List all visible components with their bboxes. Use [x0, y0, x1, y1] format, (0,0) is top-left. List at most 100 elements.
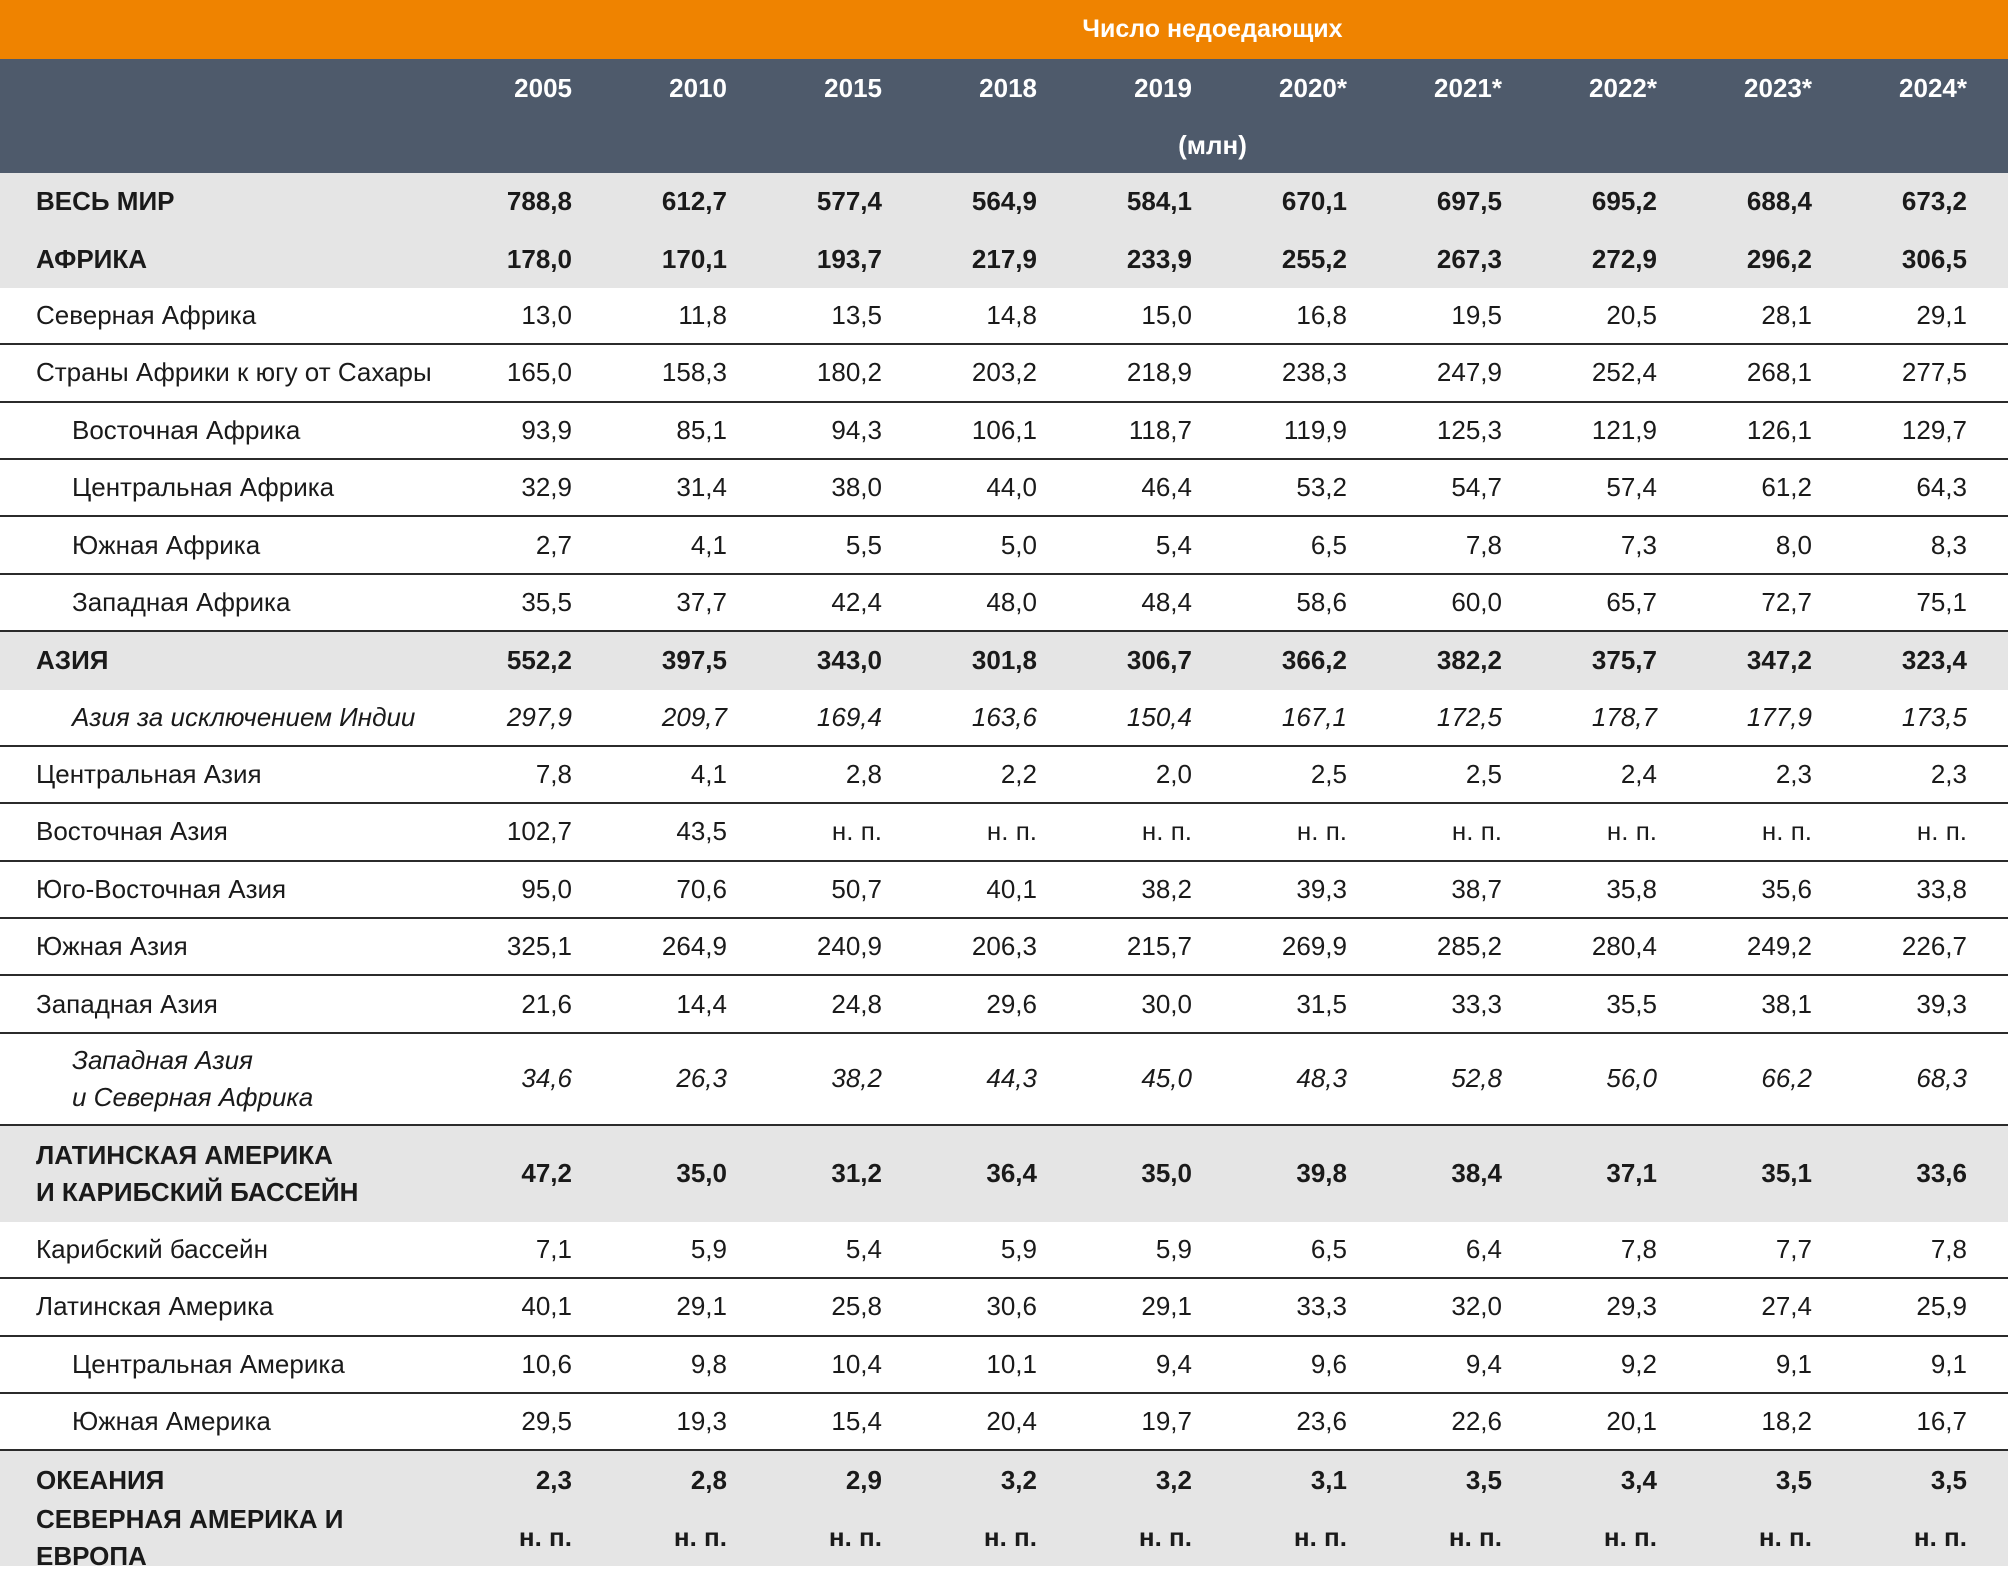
cell-value: 31,2 — [831, 1158, 882, 1189]
year-header: 2015 — [824, 73, 882, 103]
cell-value: 24,8 — [831, 988, 882, 1019]
cell-value: 53,2 — [1296, 472, 1347, 503]
cell-value: 177,9 — [1746, 701, 1812, 732]
cell-value: 2,3 — [1930, 759, 1967, 790]
cell-value: 8,0 — [1775, 529, 1812, 560]
cell-value: 4,1 — [690, 529, 727, 560]
cell-value: 296,2 — [1746, 243, 1812, 274]
cell-value: н. п. — [1916, 816, 1967, 847]
cell-value: н. п. — [1296, 816, 1347, 847]
cell-value: 64,3 — [1916, 472, 1967, 503]
cell-value: 126,1 — [1746, 414, 1812, 445]
cell-value: 38,2 — [831, 1063, 882, 1094]
cell-value: 29,3 — [1606, 1291, 1657, 1322]
row-label: Центральная Африка — [72, 472, 335, 503]
cell-value: 2,3 — [1775, 759, 1812, 790]
cell-value: 382,2 — [1436, 645, 1502, 676]
cell-value: 20,1 — [1606, 1406, 1657, 1437]
cell-value: 14,8 — [986, 299, 1037, 330]
cell-value: 66,2 — [1761, 1063, 1812, 1094]
cell-value: 167,1 — [1281, 701, 1347, 732]
cell-value: 169,4 — [816, 701, 882, 732]
row-label: ОКЕАНИЯ — [36, 1464, 165, 1495]
cell-value: 10,1 — [986, 1348, 1037, 1379]
cell-value: 325,1 — [506, 931, 572, 962]
cell-value: 397,5 — [661, 645, 727, 676]
cell-value: 21,6 — [521, 988, 572, 1019]
cell-value: 45,0 — [1141, 1063, 1192, 1094]
cell-value: 6,4 — [1465, 1234, 1502, 1265]
cell-value: 27,4 — [1761, 1291, 1812, 1322]
table-row: Латинская Америка 40,1 29,1 25,8 30,6 29,1 33,… — [0, 1279, 2008, 1337]
cell-value: 48,4 — [1141, 586, 1192, 617]
cell-value: 2,9 — [845, 1464, 882, 1495]
row-label: Карибский бассейн — [36, 1234, 268, 1265]
cell-value: 5,0 — [1000, 529, 1037, 560]
cell-value: 38,0 — [831, 472, 882, 503]
cell-value: 29,5 — [521, 1406, 572, 1437]
cell-value: 5,4 — [845, 1234, 882, 1265]
cell-value: 9,1 — [1930, 1348, 1967, 1379]
cell-value: 15,4 — [831, 1406, 882, 1437]
cell-value: 106,1 — [971, 414, 1037, 445]
cell-value: 252,4 — [1591, 357, 1657, 388]
cell-value: 23,6 — [1296, 1406, 1347, 1437]
cell-value: н. п. — [983, 1522, 1037, 1552]
row-label: Восточная Азия — [36, 816, 228, 847]
cell-value: н. п. — [1606, 816, 1657, 847]
cell-value: 39,8 — [1296, 1158, 1347, 1189]
cell-value: 688,4 — [1746, 186, 1812, 217]
year-header: 2005 — [514, 73, 572, 103]
cell-value: 60,0 — [1451, 586, 1502, 617]
cell-value: 33,8 — [1916, 873, 1967, 904]
cell-value: 670,1 — [1281, 186, 1347, 217]
cell-value: 285,2 — [1436, 931, 1502, 962]
cell-value: 209,7 — [661, 701, 727, 732]
cell-value: н. п. — [1141, 816, 1192, 847]
cell-value: 5,4 — [1155, 529, 1192, 560]
cell-value: 5,9 — [690, 1234, 727, 1265]
cell-value: 38,7 — [1451, 873, 1502, 904]
row-label: Южная Азия — [36, 931, 188, 962]
cell-value: 26,3 — [676, 1063, 727, 1094]
cell-value: 280,4 — [1591, 931, 1657, 962]
cell-value: 695,2 — [1591, 186, 1657, 217]
cell-value: 50,7 — [831, 873, 882, 904]
table-row: ВЕСЬ МИР 788,8 612,7 577,4 564,9 584,1 670,1 69… — [0, 173, 2008, 231]
cell-value: 7,8 — [535, 759, 572, 790]
year-header: 2023* — [1744, 73, 1812, 103]
cell-value: 10,6 — [521, 1348, 572, 1379]
row-label: АЗИЯ — [36, 645, 109, 676]
cell-value: 564,9 — [971, 186, 1037, 217]
table-row: Юго-Восточная Азия 95,0 70,6 50,7 40,1 38,2 39… — [0, 862, 2008, 920]
table-row: Центральная Америка 10,6 9,8 10,4 10,1 9,4 9,6… — [0, 1337, 2008, 1395]
cell-value: 16,8 — [1296, 299, 1347, 330]
cell-value: 158,3 — [661, 357, 727, 388]
cell-value: 35,0 — [676, 1158, 727, 1189]
row-label: Азия за исключением Индии — [72, 701, 416, 732]
table-row: Западная Азия 21,6 14,4 24,8 29,6 30,0 31,5 33,… — [0, 976, 2008, 1034]
cell-value: 218,9 — [1126, 357, 1192, 388]
cell-value: 301,8 — [971, 645, 1037, 676]
cell-value: 150,4 — [1126, 701, 1192, 732]
table-row: Карибский бассейн 7,1 5,9 5,4 5,9 5,9 6,5 6,4 7,… — [0, 1222, 2008, 1280]
year-header: 2020* — [1279, 73, 1347, 103]
cell-value: 5,5 — [845, 529, 882, 560]
cell-value: 10,4 — [831, 1348, 882, 1379]
table-row: Южная Америка 29,5 19,3 15,4 20,4 19,7 23,6 22,… — [0, 1394, 2008, 1452]
cell-value: 215,7 — [1126, 931, 1192, 962]
cell-value: 25,8 — [831, 1291, 882, 1322]
table-row: Западная Африка 35,5 37,7 42,4 48,0 48,4 58,6 6… — [0, 575, 2008, 633]
row-label: Западная Азия — [36, 988, 218, 1019]
cell-value: 35,5 — [521, 586, 572, 617]
cell-value: 31,5 — [1296, 988, 1347, 1019]
cell-value: 297,9 — [506, 701, 572, 732]
cell-value: 35,5 — [1606, 988, 1657, 1019]
cell-value: 32,0 — [1451, 1291, 1502, 1322]
cell-value: 29,1 — [676, 1291, 727, 1322]
cell-value: н. п. — [673, 1522, 727, 1552]
cell-value: н. п. — [1603, 1522, 1657, 1552]
table-row: ОКЕАНИЯ 2,3 2,8 2,9 3,2 3,2 3,1 3,5 3,4 3,5 3,5 — [0, 1451, 2008, 1509]
cell-value: 7,8 — [1930, 1234, 1967, 1265]
cell-value: 240,9 — [816, 931, 882, 962]
